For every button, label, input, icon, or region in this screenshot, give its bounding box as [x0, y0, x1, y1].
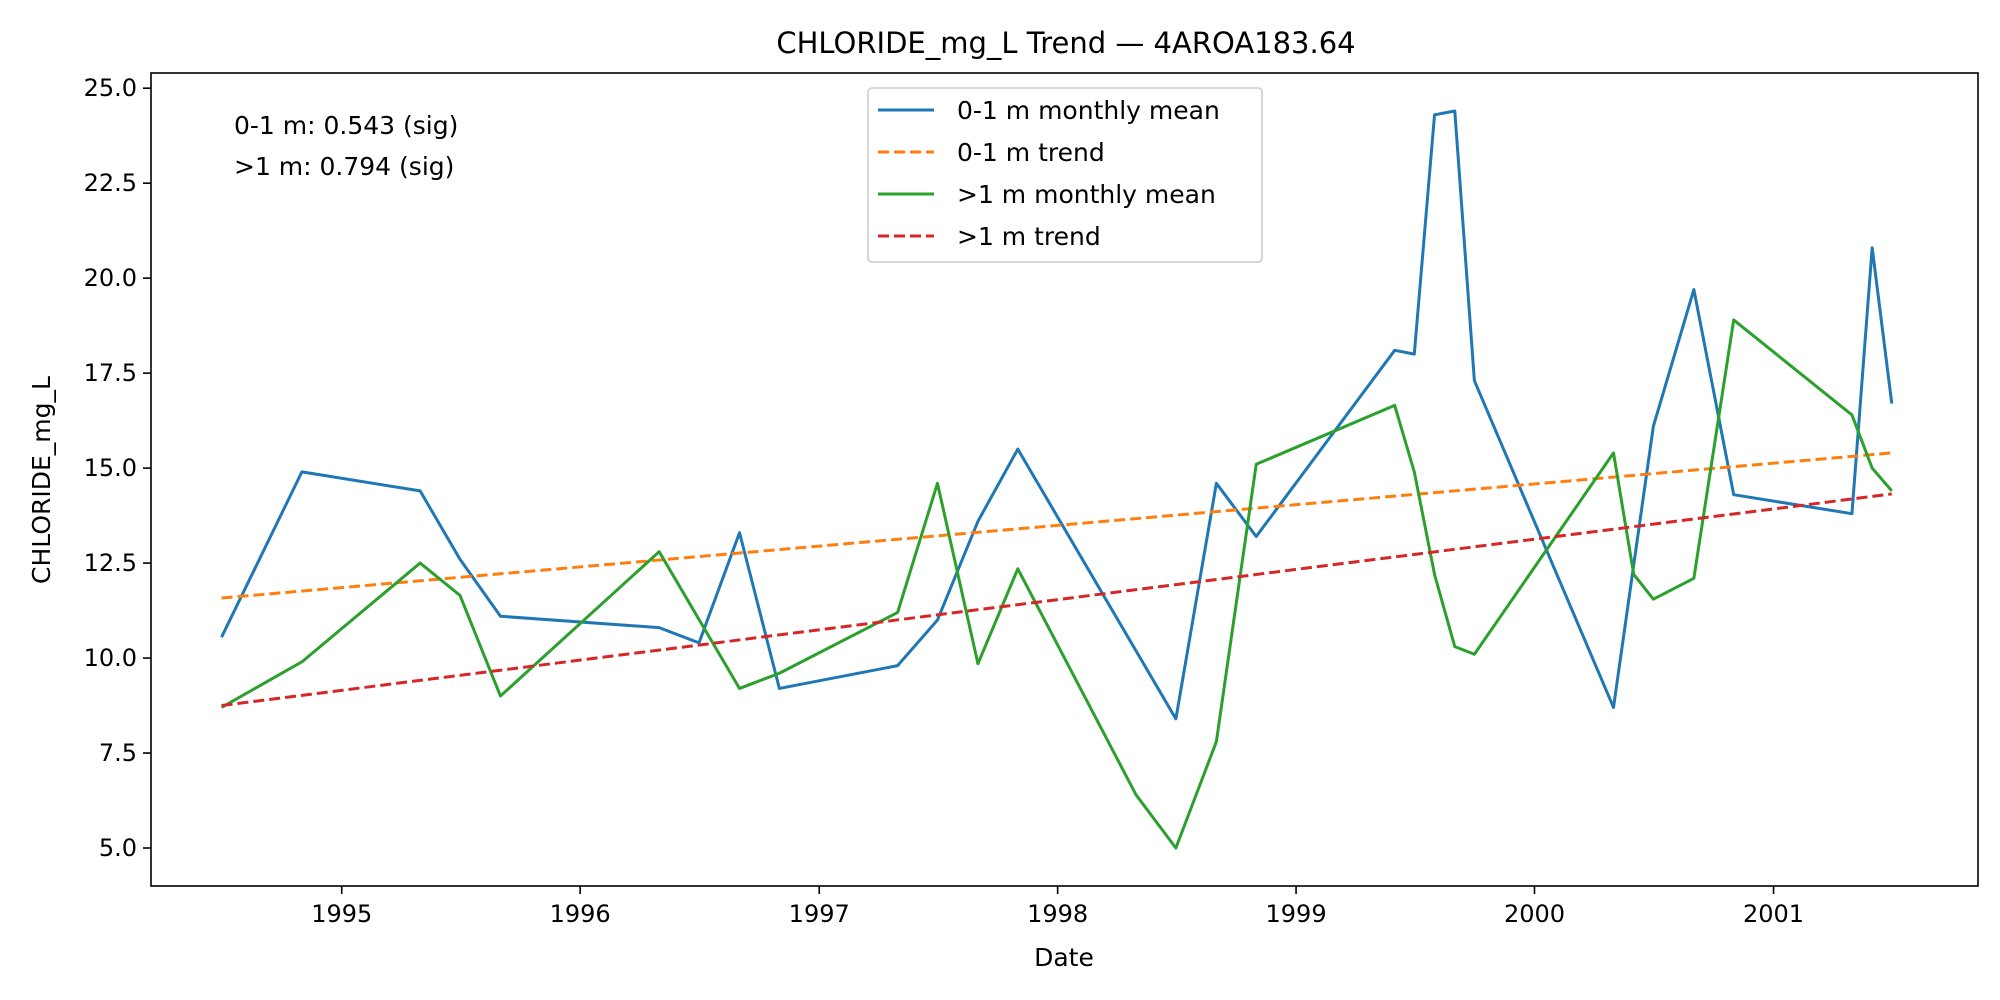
x-tick-label: 1996	[550, 900, 611, 928]
x-tick-label: 1995	[311, 900, 372, 928]
y-axis: 5.0 7.5 10.0 12.5 15.0 17.5 20.0 22.5 25.0	[84, 74, 151, 862]
x-tick-label: 1997	[789, 900, 850, 928]
stat-annotation-gt1m: >1 m: 0.794 (sig)	[234, 152, 454, 181]
y-tick-label: 5.0	[99, 834, 137, 862]
legend-label: 0-1 m trend	[957, 138, 1105, 167]
y-tick-label: 17.5	[84, 359, 137, 387]
series-layer	[220, 109, 1894, 850]
x-tick-label: 2001	[1743, 900, 1804, 928]
legend-entry-2: >1 m monthly mean	[878, 180, 1216, 209]
legend-label: >1 m monthly mean	[957, 180, 1216, 209]
x-tick-label: 1999	[1266, 900, 1327, 928]
series-line-3	[221, 492, 1892, 708]
y-tick-label: 10.0	[84, 644, 137, 672]
y-tick-label: 12.5	[84, 549, 137, 577]
stat-annotation-0-1m: 0-1 m: 0.543 (sig)	[234, 111, 458, 140]
series-line-2	[220, 318, 1893, 850]
legend: 0-1 m monthly mean 0-1 m trend >1 m mont…	[867, 87, 1263, 263]
plot-area-frame	[150, 72, 1979, 887]
y-tick-label: 15.0	[84, 454, 137, 482]
legend-entry-1: 0-1 m trend	[878, 138, 1105, 167]
y-tick-label: 7.5	[99, 739, 137, 767]
legend-entry-3: >1 m trend	[878, 222, 1101, 251]
legend-entry-0: 0-1 m monthly mean	[878, 96, 1220, 125]
series-line-1	[221, 451, 1892, 600]
x-axis: 1995 1996 1997 1998 1999 2000 2001	[311, 886, 1804, 928]
legend-label: >1 m trend	[957, 222, 1101, 251]
x-tick-label: 2000	[1504, 900, 1565, 928]
y-tick-label: 22.5	[84, 169, 137, 197]
x-axis-label: Date	[1034, 943, 1094, 972]
legend-box	[867, 87, 1263, 263]
y-tick-label: 25.0	[84, 74, 137, 102]
legend-label: 0-1 m monthly mean	[957, 96, 1220, 125]
y-axis-label: CHLORIDE_mg_L	[27, 376, 56, 584]
y-tick-label: 20.0	[84, 264, 137, 292]
x-tick-label: 1998	[1027, 900, 1088, 928]
chart-title: CHLORIDE_mg_L Trend — 4AROA183.64	[776, 26, 1355, 60]
